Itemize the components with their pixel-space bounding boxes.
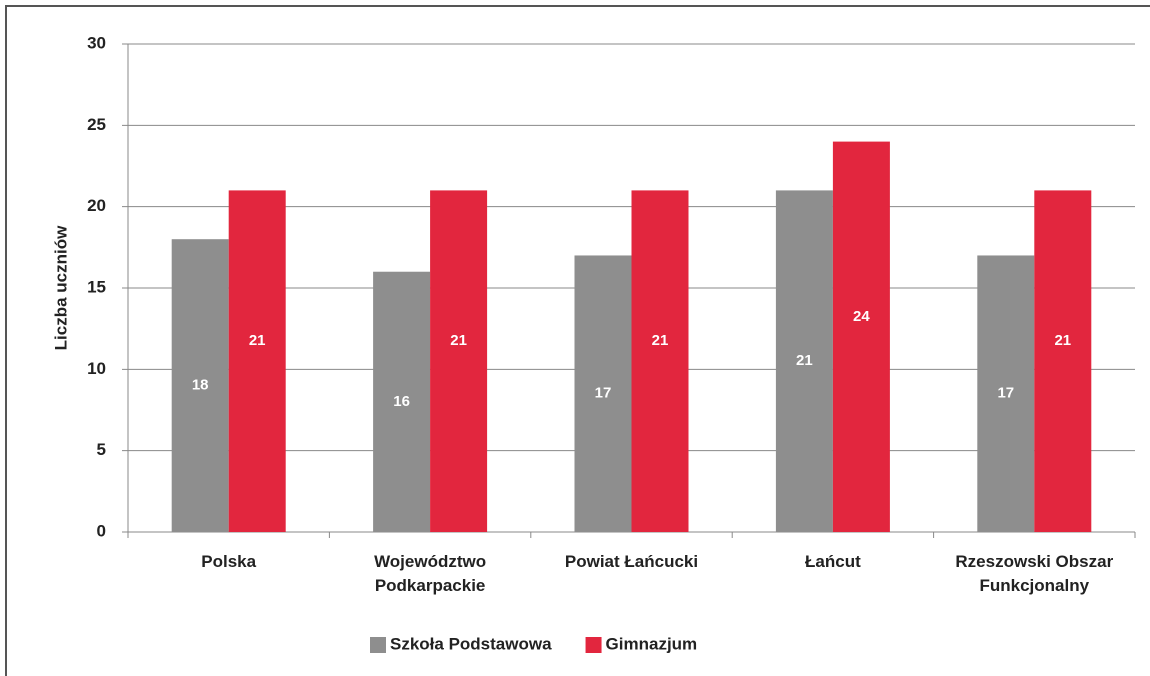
data-label: 17 bbox=[595, 385, 612, 402]
bar bbox=[373, 271, 431, 532]
data-label: 17 bbox=[997, 385, 1014, 402]
x-tick-label: Rzeszowski Obszar Funkcjonalny bbox=[955, 552, 1114, 595]
bar bbox=[430, 190, 488, 532]
data-label: 21 bbox=[796, 352, 813, 369]
legend-label: Gimnazjum bbox=[606, 634, 698, 653]
bar bbox=[775, 190, 833, 532]
x-tick-label: Polska bbox=[201, 552, 257, 571]
y-tick-label: 30 bbox=[87, 33, 106, 52]
bar bbox=[1034, 190, 1092, 532]
data-label: 21 bbox=[652, 332, 669, 349]
y-tick-label: 25 bbox=[87, 115, 106, 134]
bar bbox=[171, 239, 229, 532]
y-tick-label: 20 bbox=[87, 196, 106, 215]
x-tick-label: Łańcut bbox=[805, 552, 861, 571]
y-tick-label: 10 bbox=[87, 359, 106, 378]
data-label: 21 bbox=[249, 332, 266, 349]
x-tick-label: Województwo Podkarpackie bbox=[374, 552, 487, 595]
bar bbox=[977, 255, 1035, 532]
bar bbox=[631, 190, 689, 532]
x-tick-label: Powiat Łańcucki bbox=[564, 552, 699, 571]
y-tick-label: 0 bbox=[97, 521, 106, 540]
bar bbox=[574, 255, 632, 532]
data-label: 18 bbox=[192, 377, 209, 394]
bar bbox=[832, 141, 890, 532]
bar bbox=[228, 190, 286, 532]
legend-swatch bbox=[370, 637, 386, 653]
data-label: 24 bbox=[853, 308, 870, 325]
y-axis-title: Liczba uczniów bbox=[51, 225, 70, 350]
data-label: 16 bbox=[393, 393, 410, 410]
legend-label: Szkoła Podstawowa bbox=[390, 634, 552, 653]
frame bbox=[5, 5, 1150, 676]
y-tick-label: 5 bbox=[97, 440, 106, 459]
legend-swatch bbox=[585, 637, 602, 653]
data-label: 21 bbox=[450, 332, 467, 349]
data-label: 21 bbox=[1054, 332, 1071, 349]
y-tick-label: 15 bbox=[87, 277, 106, 296]
